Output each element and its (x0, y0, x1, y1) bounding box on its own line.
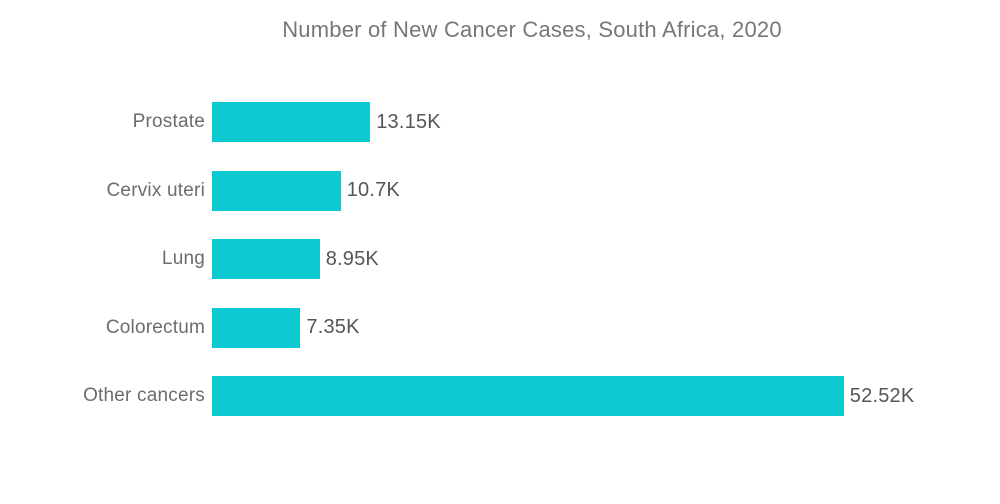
category-label-lung: Lung (161, 248, 205, 269)
value-label-colorectum: 7.35K (306, 316, 360, 338)
category-label-cervix-uteri: Cervix uteri (106, 179, 205, 201)
value-label-other-cancers: 52.52K (849, 384, 915, 407)
bar-row: Colorectum 7.35K (0, 307, 1000, 348)
bar-row: Lung 8.95K (0, 239, 1000, 279)
bar-lung (212, 239, 320, 279)
bar-row: Cervix uteri 10.7K (0, 170, 1000, 211)
bar-row: Other cancers 52.52K (0, 376, 1000, 416)
bar-colorectum (212, 307, 301, 348)
bar-row: Prostate 13.15K (0, 102, 1000, 142)
bar-prostate (212, 102, 371, 142)
value-label-lung: 8.95K (325, 247, 379, 270)
value-label-prostate: 13.15K (376, 110, 441, 133)
category-label-colorectum: Colorectum (105, 316, 205, 338)
bar-cervix-uteri (212, 170, 341, 211)
bar-other-cancers (212, 376, 844, 416)
category-label-other-cancers: Other cancers (83, 385, 205, 406)
plot-area: Prostate 13.15K Cervix uteri 10.7K Lung … (0, 102, 1000, 445)
value-label-cervix-uteri: 10.7K (346, 179, 400, 201)
chart-title: Number of New Cancer Cases, South Africa… (282, 17, 782, 42)
category-label-prostate: Prostate (132, 111, 205, 132)
